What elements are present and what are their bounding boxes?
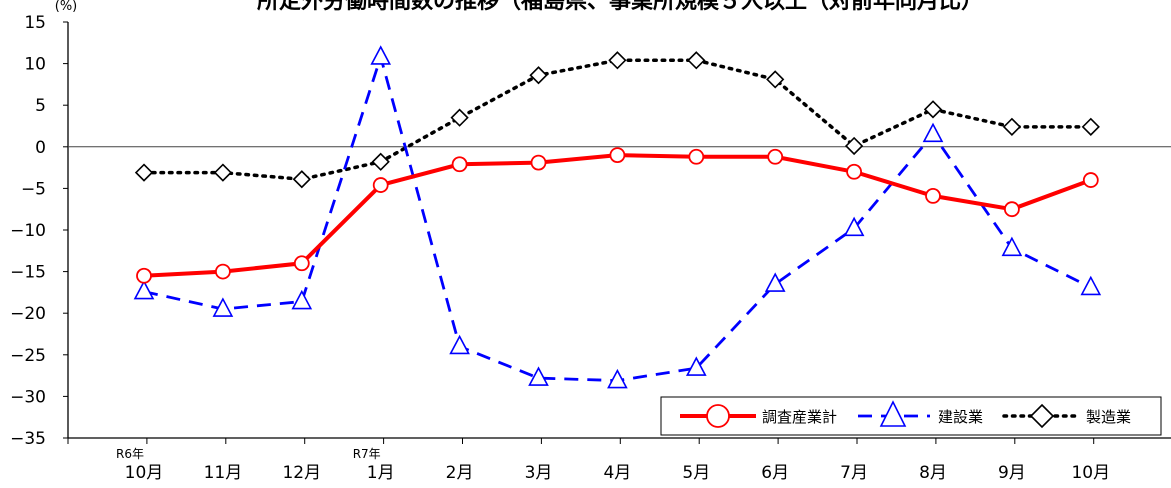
x-tick-label: 3月 [525, 463, 553, 483]
data-point [451, 156, 468, 173]
x-tick-label: 10月 [125, 463, 164, 483]
series-1 [136, 147, 1099, 284]
data-point [450, 108, 469, 127]
y-tick-label: −30 [10, 387, 46, 407]
data-point [372, 177, 389, 193]
data-point [1081, 117, 1100, 136]
data-point [212, 297, 234, 317]
series-3 [134, 51, 1100, 189]
x-tick-label: 2月 [446, 463, 474, 483]
series-line [143, 153, 1092, 278]
y-tick-label: 15 [24, 13, 46, 33]
y-tick-label: 5 [35, 96, 46, 116]
data-point [133, 279, 155, 300]
x-tick-label: 8月 [919, 463, 947, 483]
data-point [134, 163, 154, 182]
era-label: R6年 [116, 447, 144, 461]
data-point [370, 45, 392, 65]
data-point [293, 255, 310, 272]
data-point [529, 66, 548, 85]
series-layer [133, 45, 1102, 389]
y-tick-label: −25 [10, 346, 46, 366]
data-point [371, 152, 390, 171]
data-point [1001, 236, 1023, 257]
data-point [530, 154, 547, 171]
data-point [843, 216, 865, 237]
data-point [923, 100, 943, 119]
data-point [1002, 117, 1022, 136]
data-point [1080, 275, 1102, 296]
data-point [1004, 201, 1020, 218]
legend-label: 調査産業計 [762, 408, 837, 426]
x-tick-label: 10月 [1071, 463, 1110, 483]
data-point [136, 267, 152, 284]
data-point [528, 366, 549, 386]
series-line [143, 52, 1092, 382]
data-point [687, 51, 706, 70]
legend: 調査産業計 建設業 製造業 [660, 396, 1162, 436]
data-point [766, 70, 785, 89]
data-point [213, 163, 233, 182]
legend-label: 建設業 [938, 408, 983, 426]
data-point [844, 136, 864, 156]
x-tick-label: 9月 [998, 463, 1026, 483]
series-2 [133, 45, 1102, 389]
legend-marker [706, 404, 730, 428]
y-tick-label: −10 [10, 221, 46, 241]
x-tick-label: 5月 [682, 463, 710, 483]
x-tick-label: 11月 [204, 463, 243, 483]
data-point [922, 122, 944, 143]
y-tick-label: −20 [10, 304, 46, 324]
data-point [925, 187, 941, 204]
y-tick-label: 0 [35, 138, 46, 158]
data-point [764, 272, 786, 292]
y-tick-label: −15 [10, 263, 46, 283]
y-tick-label: −5 [21, 179, 46, 199]
data-point [607, 368, 628, 389]
legend-marker [879, 400, 907, 427]
y-tick-label: −35 [10, 429, 46, 449]
legend-marker [1029, 403, 1055, 429]
data-point [608, 51, 627, 70]
x-tick-label: 4月 [603, 463, 631, 483]
data-point [688, 148, 705, 165]
legend-label: 製造業 [1086, 408, 1131, 426]
axes: 15 10 5 0 −5 −10 −15 −20 −25 −30 −35 10月 11月 12月 1月 2月 3… [10, 13, 1171, 483]
data-point [1082, 172, 1099, 188]
data-point [609, 147, 626, 164]
x-tick-label: 7月 [840, 463, 868, 483]
x-tick-label: 12月 [282, 463, 321, 483]
y-axis-unit: (%) [55, 0, 78, 14]
chart-title: 所定外労働時間数の推移（福島県、事業所規模５人以上（対前年同月比） [257, 0, 983, 14]
data-point [291, 289, 313, 310]
data-point [292, 170, 311, 189]
era-label: R7年 [353, 447, 381, 461]
x-tick-label: 6月 [761, 463, 789, 483]
data-point [214, 263, 231, 280]
x-tick-label: 1月 [367, 463, 395, 483]
data-point [767, 148, 784, 165]
data-point [449, 334, 470, 355]
data-point [685, 356, 707, 376]
data-point [846, 163, 862, 180]
y-tick-label: 10 [24, 55, 46, 75]
